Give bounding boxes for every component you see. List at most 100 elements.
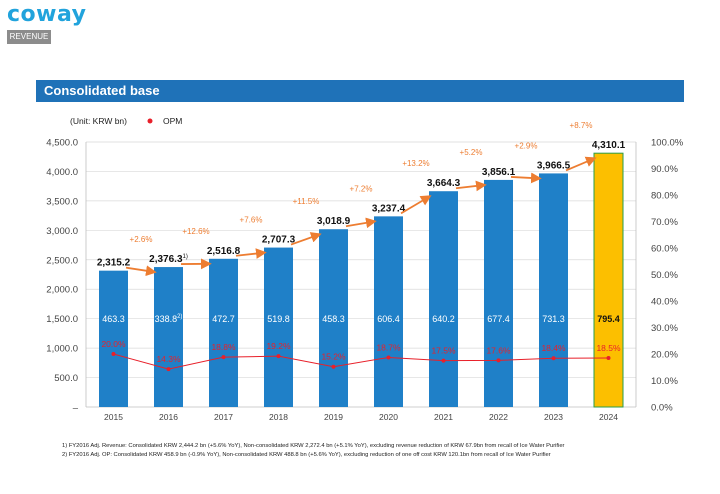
unit-label: (Unit: KRW bn) bbox=[70, 116, 127, 126]
opm-value-label: 19.2% bbox=[266, 341, 291, 351]
revenue-value-label: 2,315.2 bbox=[97, 258, 131, 269]
revenue-value-label: 2,376.31) bbox=[149, 254, 188, 265]
x-tick-label: 2017 bbox=[214, 412, 233, 422]
revenue-bar-2018 bbox=[264, 247, 293, 407]
legend-opm-label: OPM bbox=[163, 116, 182, 126]
revenue-value-label: 3,018.9 bbox=[317, 216, 351, 227]
revenue-bar-2024 bbox=[593, 152, 624, 408]
growth-label: +2.9% bbox=[515, 141, 538, 150]
y-left-tick: 2,000.0 bbox=[46, 285, 78, 296]
x-tick-label: 2019 bbox=[324, 412, 343, 422]
opm-line bbox=[113, 353, 609, 370]
op-value-label: 463.3 bbox=[102, 314, 125, 324]
x-tick-label: 2018 bbox=[269, 412, 288, 422]
revenue-bar-2023 bbox=[539, 173, 568, 407]
opm-point bbox=[276, 354, 281, 359]
revenue-bar-2015 bbox=[99, 270, 128, 407]
x-tick-label: 2024 bbox=[599, 412, 618, 422]
opm-value-label: 18.5% bbox=[596, 343, 621, 353]
y-left-tick: 3,000.0 bbox=[46, 226, 78, 237]
y-left-tick: 3,500.0 bbox=[46, 196, 78, 207]
revenue-bar-2021 bbox=[429, 191, 458, 407]
revenue-value-label: 2,707.3 bbox=[262, 235, 296, 246]
opm-value-label: 18.4% bbox=[541, 343, 566, 353]
opm-point bbox=[386, 355, 391, 360]
op-value-label: 458.3 bbox=[322, 314, 345, 324]
growth-arrow bbox=[565, 156, 597, 172]
growth-label: +8.7% bbox=[570, 121, 593, 130]
y-right-tick: 40.0% bbox=[651, 297, 678, 308]
growth-label: +7.6% bbox=[240, 216, 263, 225]
opm-point bbox=[606, 355, 611, 360]
y-left-tick: 1,000.0 bbox=[46, 344, 78, 355]
op-value-label: 731.3 bbox=[542, 314, 565, 324]
y-right-tick: 10.0% bbox=[651, 376, 678, 387]
revenue-bar-2016 bbox=[154, 267, 183, 407]
op-value-label: 640.2 bbox=[432, 314, 455, 324]
opm-point bbox=[221, 355, 226, 360]
op-value-label: 606.4 bbox=[377, 314, 400, 324]
y-left-tick: 500.0 bbox=[54, 373, 78, 384]
opm-point bbox=[111, 352, 116, 356]
x-tick-label: 2016 bbox=[159, 412, 178, 422]
opm-value-label: 18.7% bbox=[376, 342, 401, 352]
growth-label: +5.2% bbox=[460, 148, 483, 157]
growth-label: +11.5% bbox=[293, 197, 320, 206]
y-left-tick: 1,500.0 bbox=[46, 314, 78, 325]
opm-value-label: 15.2% bbox=[321, 352, 346, 362]
y-right-tick: 50.0% bbox=[651, 270, 678, 281]
legend-opm-marker bbox=[147, 118, 153, 124]
growth-label: +12.6% bbox=[182, 227, 209, 236]
opm-value-label: 17.5% bbox=[431, 346, 456, 356]
growth-arrow bbox=[345, 217, 377, 229]
growth-arrow bbox=[510, 172, 542, 184]
growth-label: +2.6% bbox=[130, 235, 153, 244]
y-right-tick: 80.0% bbox=[651, 191, 678, 202]
y-right-tick: 0.0% bbox=[651, 403, 673, 414]
op-value-label: 795.4 bbox=[597, 314, 620, 324]
y-right-tick: 100.0% bbox=[651, 138, 684, 149]
opm-value-label: 17.6% bbox=[486, 345, 511, 355]
footnote-1: 1) FY2016 Adj. Revenue: Consolidated KRW… bbox=[62, 443, 565, 449]
x-tick-label: 2020 bbox=[379, 412, 398, 422]
growth-label: +13.2% bbox=[402, 159, 429, 168]
y-left-tick: 4,000.0 bbox=[46, 167, 78, 178]
opm-value-label: 14.3% bbox=[156, 354, 181, 364]
y-left-tick: 2,500.0 bbox=[46, 255, 78, 266]
growth-label: +7.2% bbox=[350, 184, 373, 193]
growth-arrow bbox=[125, 265, 157, 277]
section-banner: Consolidated base bbox=[36, 80, 684, 102]
y-right-tick: 30.0% bbox=[651, 323, 678, 334]
revenue-value-label: 2,516.8 bbox=[207, 246, 241, 257]
op-value-label: 519.8 bbox=[267, 314, 290, 324]
opm-point bbox=[441, 358, 446, 363]
opm-value-label: 18.8% bbox=[211, 342, 236, 352]
y-left-tick: 4,500.0 bbox=[46, 138, 78, 149]
opm-value-label: 20.0% bbox=[101, 339, 126, 349]
growth-arrow bbox=[455, 180, 487, 192]
x-tick-label: 2021 bbox=[434, 412, 453, 422]
growth-arrow bbox=[290, 232, 322, 246]
revenue-bar-2022 bbox=[484, 179, 513, 407]
y-right-tick: 60.0% bbox=[651, 244, 678, 255]
revenue-value-label: 3,966.5 bbox=[537, 160, 571, 171]
y-right-tick: 70.0% bbox=[651, 217, 678, 228]
opm-point bbox=[331, 364, 336, 369]
revenue-value-label: 3,237.4 bbox=[372, 203, 406, 214]
revenue-value-label: 3,664.3 bbox=[427, 178, 461, 189]
revenue-value-label: 3,856.1 bbox=[482, 167, 516, 178]
op-value-label: 338.82) bbox=[155, 314, 183, 324]
coway-logo: coway bbox=[7, 2, 87, 27]
y-right-tick: 20.0% bbox=[651, 350, 678, 361]
revenue-value-label: 4,310.1 bbox=[592, 140, 626, 151]
y-right-tick: 90.0% bbox=[651, 164, 678, 175]
footnote-2: 2) FY2016 Adj. OP: Consolidated KRW 458.… bbox=[62, 452, 551, 458]
x-tick-label: 2023 bbox=[544, 412, 563, 422]
opm-point bbox=[496, 358, 501, 363]
growth-arrow bbox=[400, 195, 432, 215]
revenue-bar-2019 bbox=[319, 229, 348, 407]
op-value-label: 677.4 bbox=[487, 314, 510, 324]
growth-arrow bbox=[235, 248, 267, 259]
op-value-label: 472.7 bbox=[212, 314, 235, 324]
